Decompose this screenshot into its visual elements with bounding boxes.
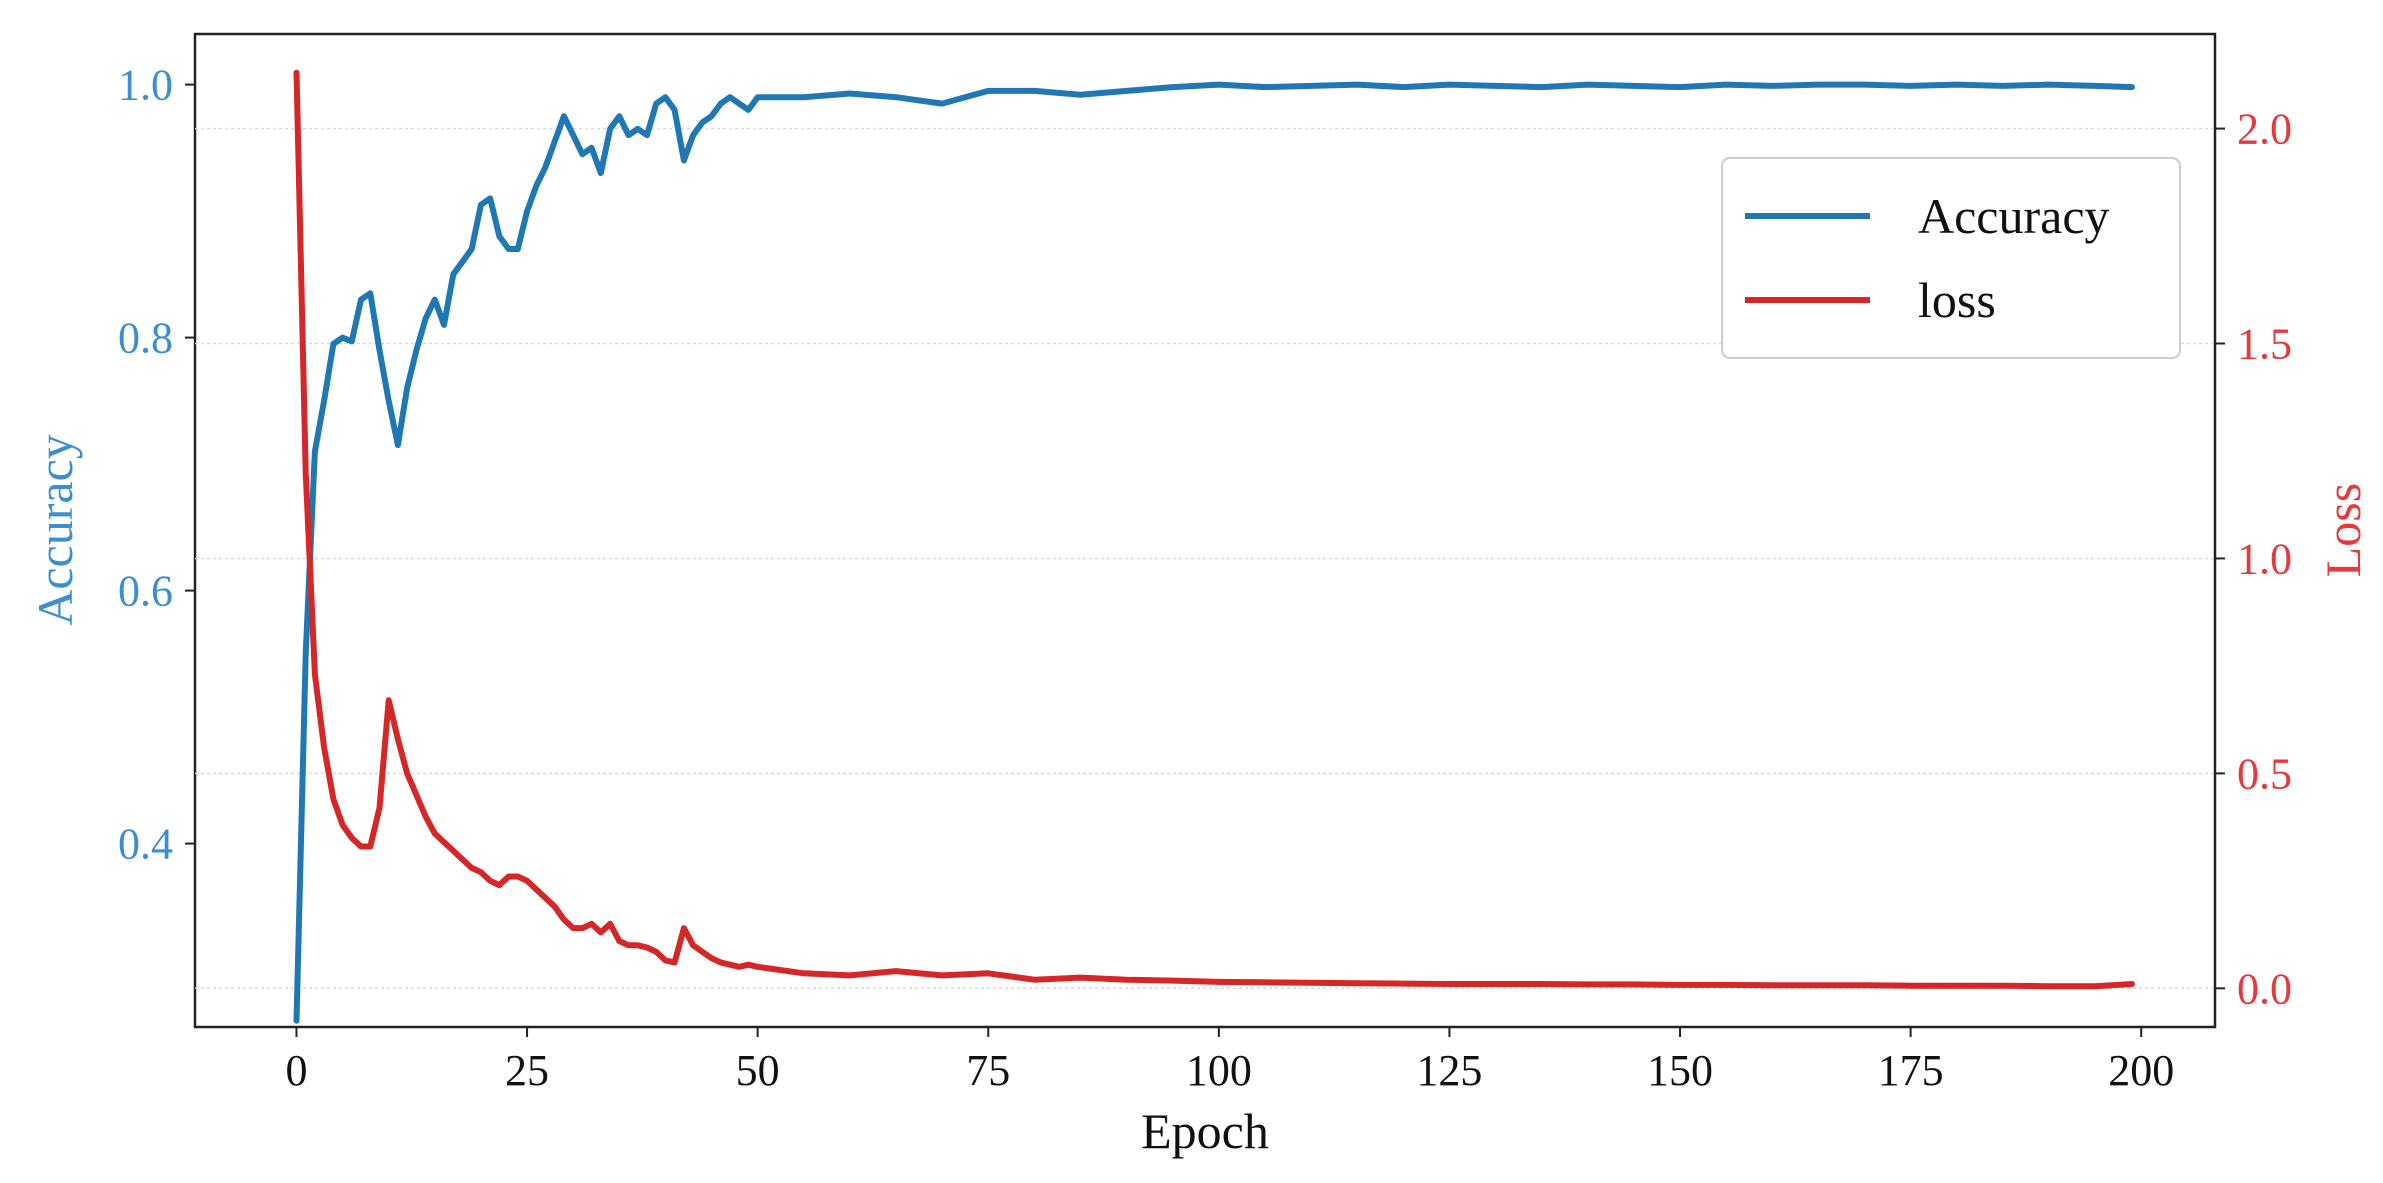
x-tick-label-6: 150 xyxy=(1647,1046,1713,1095)
x-tick-label-7: 175 xyxy=(1878,1046,1944,1095)
series-layer xyxy=(293,69,2135,1024)
right-y-tick-label-0: 0.0 xyxy=(2237,964,2292,1013)
left-y-tick-label-3: 1.0 xyxy=(118,61,173,110)
x-axis-title: Epoch xyxy=(1141,1103,1269,1159)
left-y-tick-label-2: 0.8 xyxy=(118,314,173,363)
right-y-tick-label-2: 1.0 xyxy=(2237,534,2292,583)
legend-label-loss: loss xyxy=(1918,272,1996,328)
ticks-layer: 0 25 50 75 100 125 150 175 200 0.4 0.6 0.8 1.0 0.0 0.5… xyxy=(118,61,2292,1095)
left-y-tick-label-1: 0.6 xyxy=(118,567,173,616)
left-y-tick-label-0: 0.4 xyxy=(118,820,173,869)
right-y-tick-label-3: 1.5 xyxy=(2237,320,2292,369)
series-line-accuracy xyxy=(293,81,2135,1024)
x-tick-label-4: 100 xyxy=(1186,1046,1252,1095)
x-tick-label-5: 125 xyxy=(1416,1046,1482,1095)
x-tick-label-2: 50 xyxy=(736,1046,780,1095)
legend-label-accuracy: Accuracy xyxy=(1918,188,2110,244)
grid-layer xyxy=(195,127,2215,990)
legend: Accuracy loss xyxy=(1721,157,2181,359)
legend-box xyxy=(1721,157,2181,359)
x-tick-label-8: 200 xyxy=(2108,1046,2174,1095)
x-tick-label-1: 25 xyxy=(505,1046,549,1095)
right-axis-title: Loss xyxy=(2315,483,2371,577)
right-y-tick-label-1: 0.5 xyxy=(2237,749,2292,798)
x-tick-label-3: 75 xyxy=(966,1046,1010,1095)
x-tick-label-0: 0 xyxy=(285,1046,307,1095)
plot-frame xyxy=(193,32,2217,1029)
series-line-loss xyxy=(293,69,2135,990)
left-axis-title: Accuracy xyxy=(27,434,83,626)
right-y-tick-label-4: 2.0 xyxy=(2237,105,2292,154)
